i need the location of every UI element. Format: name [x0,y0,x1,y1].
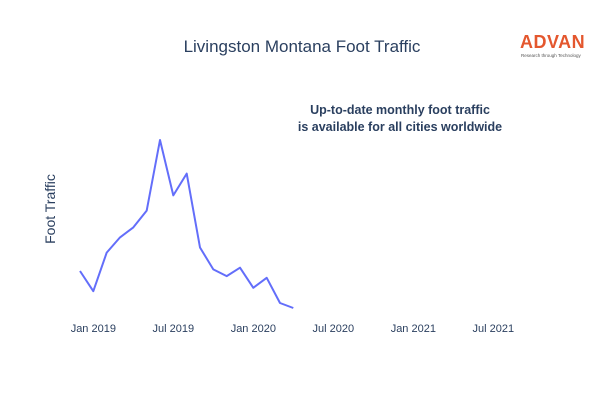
logo-tagline: Research through Technology [521,53,581,58]
logo-wordmark: ADVAN [520,32,585,52]
advan-logo: ADVAN Research through Technology [520,32,585,58]
x-axis-ticks: Jan 2019 Jul 2019 Jan 2020 Jul 2020 Jan 2021… [71,323,514,335]
x-tick-label: Jan 2019 [71,323,116,335]
y-axis-label: Foot Traffic [42,174,58,244]
foot-traffic-line [79,139,294,309]
annotation: Up-to-date monthly foot traffic is avail… [298,103,502,134]
annotation-line-2: is available for all cities worldwide [298,120,502,134]
x-tick-label: Jan 2021 [391,323,436,335]
x-tick-label: Jul 2019 [153,323,195,335]
x-tick-label: Jan 2020 [231,323,276,335]
chart-title: Livingston Montana Foot Traffic [184,37,421,56]
annotation-line-1: Up-to-date monthly foot traffic [310,103,490,117]
x-tick-label: Jul 2021 [473,323,515,335]
x-tick-label: Jul 2020 [313,323,355,335]
